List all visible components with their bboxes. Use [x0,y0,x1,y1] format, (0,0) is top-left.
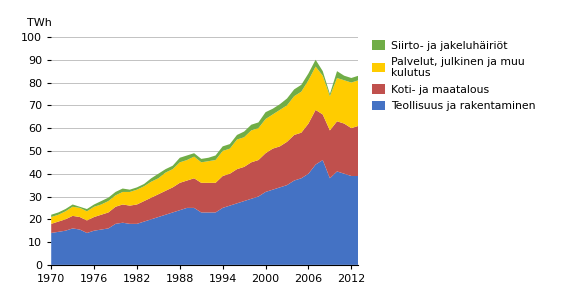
Text: TWh: TWh [27,18,52,28]
Legend: Siirto- ja jakeluhäiriöt, Palvelut, julkinen ja muu
kulutus, Koti- ja maatalous,: Siirto- ja jakeluhäiriöt, Palvelut, julk… [370,38,537,113]
